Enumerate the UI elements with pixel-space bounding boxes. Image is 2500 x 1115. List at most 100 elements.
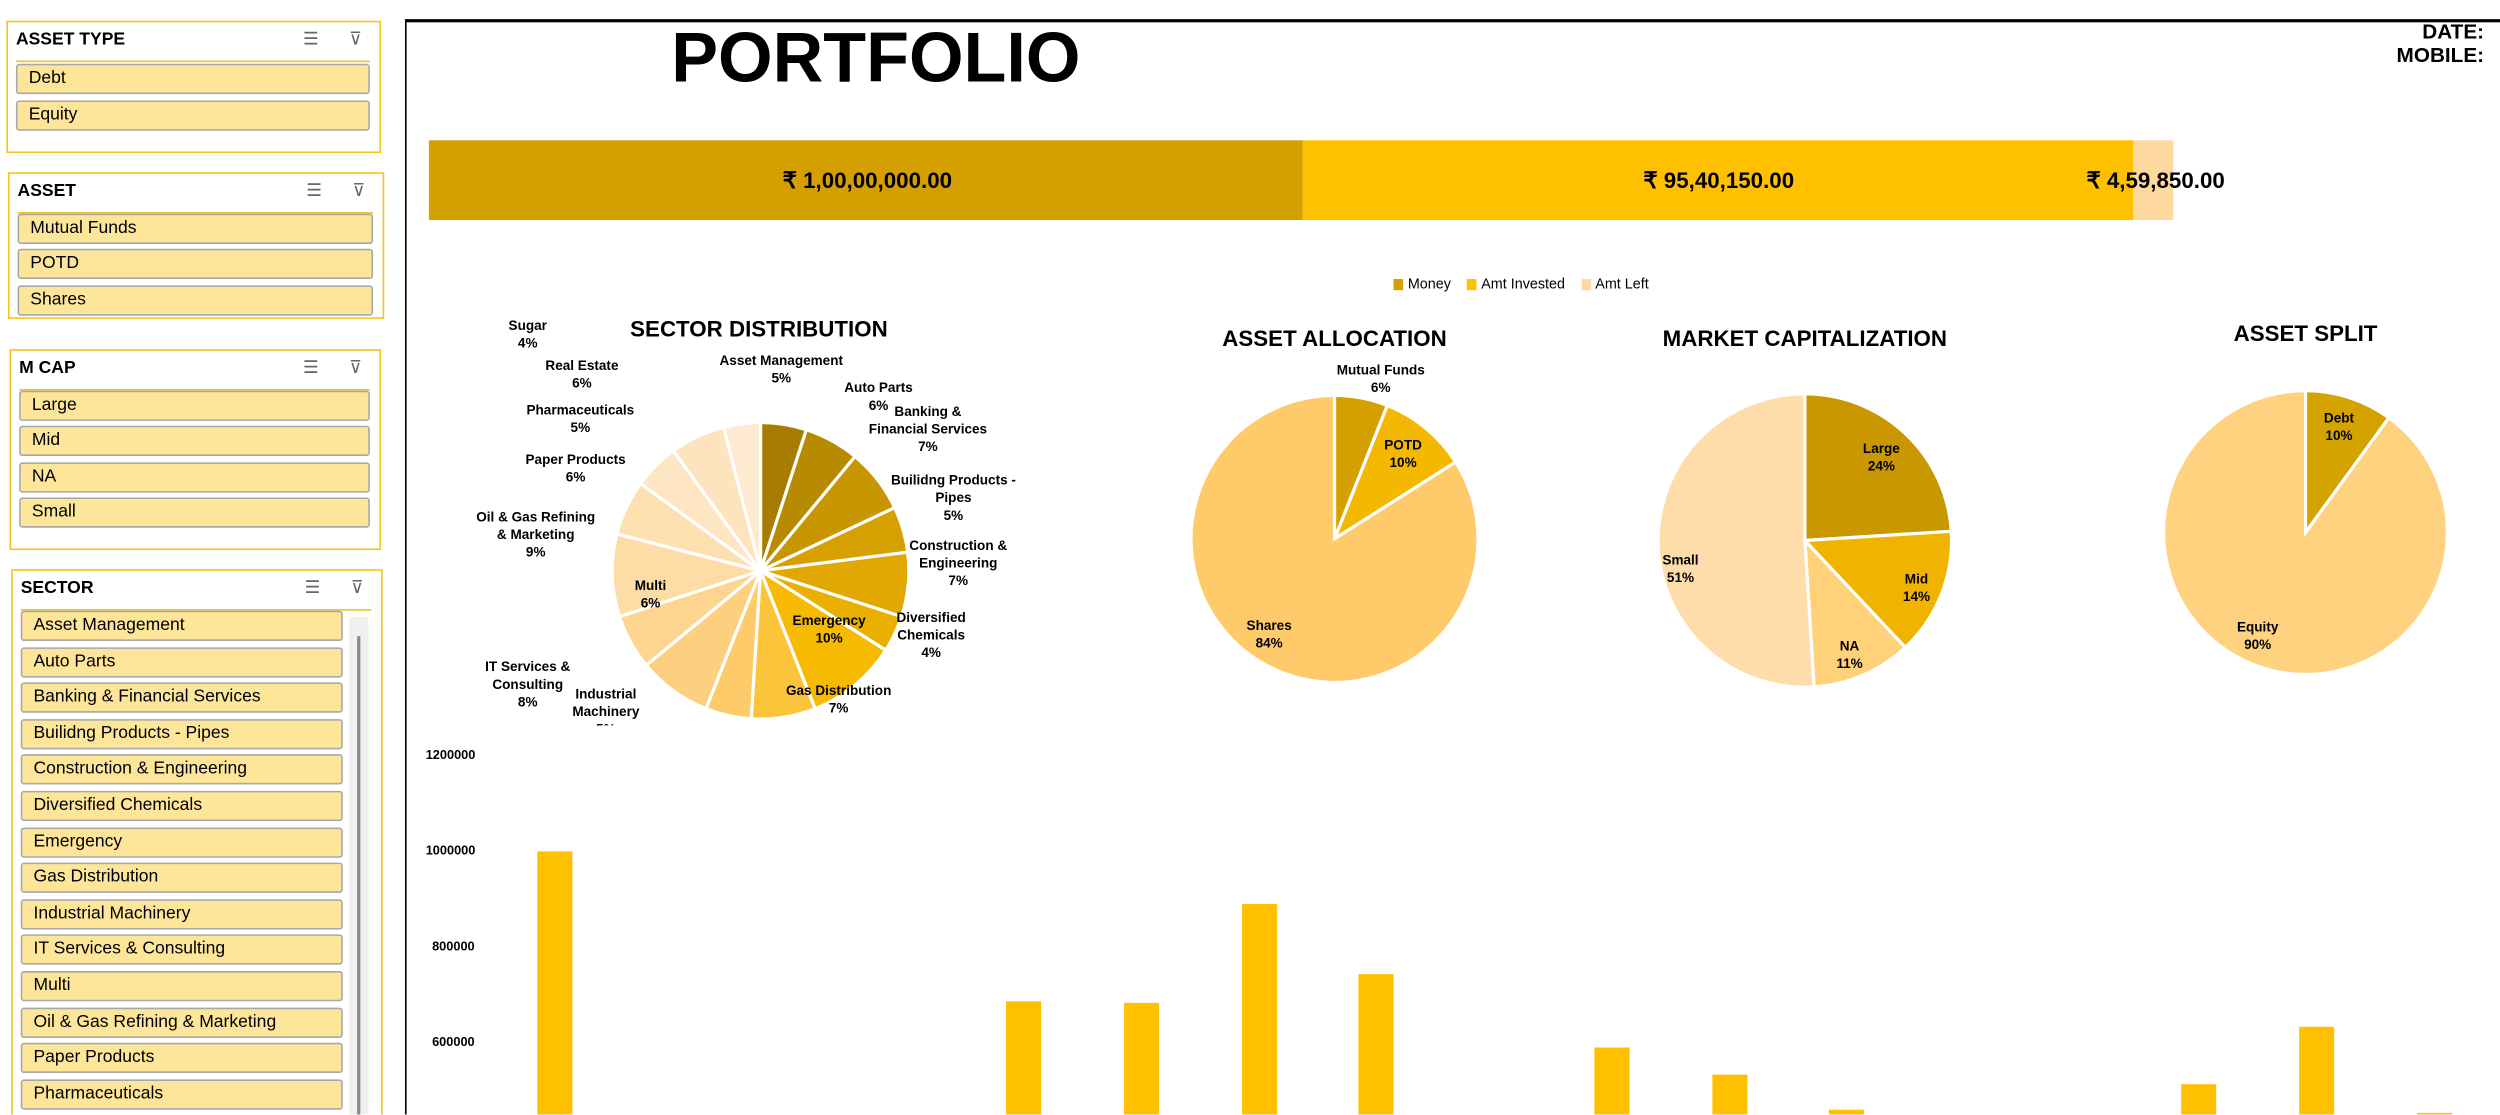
slicer-item-debt[interactable]: Debt xyxy=(15,63,370,95)
bar[interactable] xyxy=(1594,1047,1630,1115)
clear-filter-icon[interactable]: ⊽ xyxy=(349,30,362,50)
slice-percent: 10% xyxy=(1389,454,1417,471)
pie-slice-potd[interactable] xyxy=(1331,403,1458,543)
slicer-item-sector[interactable]: Emergency xyxy=(20,826,343,858)
bar[interactable] xyxy=(1359,974,1395,1115)
slicer-item-sector[interactable]: Paper Products xyxy=(20,1043,343,1074)
multi-select-icon[interactable]: ☰ xyxy=(306,181,322,201)
data-label: Diversified Chemicals 4% xyxy=(867,609,995,662)
multi-select-icon[interactable]: ☰ xyxy=(303,30,319,50)
bar[interactable] xyxy=(2416,1112,2452,1115)
amt-left-bar-segment xyxy=(2133,140,2174,221)
bar[interactable] xyxy=(1006,1001,1042,1115)
slicer-item-sector[interactable]: Banking & Financial Services xyxy=(20,682,343,713)
slicer-item-sector[interactable]: Multi xyxy=(20,970,343,1002)
slice-percent: 14% xyxy=(1902,588,1931,605)
slicer-item-sector[interactable]: Diversified Chemicals xyxy=(20,790,343,822)
scrollbar-thumb[interactable] xyxy=(357,636,361,1115)
slicer-header: ASSET ☰ ⊽ xyxy=(17,174,374,214)
slicer-asset: ASSET ☰ ⊽ Mutual Funds POTD Shares xyxy=(7,172,385,319)
data-label: Shares 84% xyxy=(1247,617,1292,652)
slicer-item-potd[interactable]: POTD xyxy=(17,248,374,280)
mobile-label: MOBILE: xyxy=(2396,43,2485,67)
bar[interactable] xyxy=(1711,1074,1747,1115)
data-label: Debt 10% xyxy=(2324,410,2354,445)
bar[interactable] xyxy=(1124,1003,1160,1115)
sector-distribution-title: SECTOR DISTRIBUTION xyxy=(630,315,888,342)
bar[interactable] xyxy=(2299,1026,2335,1115)
slicer-item-equity[interactable]: Equity xyxy=(15,100,370,131)
date-label: DATE: xyxy=(2422,19,2485,44)
slice-percent: 5% xyxy=(771,369,792,386)
slicer-item-large[interactable]: Large xyxy=(19,390,370,421)
legend-item-money: Money xyxy=(1393,276,1451,292)
slice-percent: 6% xyxy=(868,397,889,413)
bar[interactable] xyxy=(1241,903,1277,1115)
clear-filter-icon[interactable]: ⊽ xyxy=(352,181,366,201)
data-label: Mid 14% xyxy=(1903,571,1930,606)
slice-label: Mid xyxy=(1904,570,1929,587)
slice-percent: 4% xyxy=(517,334,538,351)
data-label: Gas Distribution 7% xyxy=(786,682,891,717)
slicer-item-sector[interactable]: IT Services & Consulting xyxy=(20,934,343,966)
slicer-item-sector[interactable]: Asset Management xyxy=(20,610,343,641)
slicer-item-mid[interactable]: Mid xyxy=(19,425,370,456)
slicer-title: SECTOR xyxy=(20,578,94,598)
data-label: Multi 6% xyxy=(635,577,667,612)
money-bar-segment xyxy=(428,140,1303,221)
pie-slice-equity[interactable] xyxy=(2162,389,2449,677)
slicer-title: ASSET xyxy=(17,181,77,201)
data-label: Pharmaceuticals 5% xyxy=(526,402,634,437)
slice-label: Paper Products xyxy=(525,451,626,468)
slice-label: NA xyxy=(1839,637,1860,654)
market-capitalization-title: MARKET CAPITALIZATION xyxy=(1662,325,1948,351)
slicer-item-shares[interactable]: Shares xyxy=(17,285,374,316)
data-label: IT Services & Consulting 8% xyxy=(464,658,592,711)
clear-filter-icon[interactable]: ⊽ xyxy=(350,578,364,598)
slicer-item-mutual-funds[interactable]: Mutual Funds xyxy=(17,213,374,244)
pie-slice-mid[interactable] xyxy=(1801,529,1954,650)
slice-label: Construction & Engineering xyxy=(909,537,1008,571)
slice-percent: 90% xyxy=(2244,636,2272,653)
slice-label: Equity xyxy=(2236,618,2279,635)
clear-filter-icon[interactable]: ⊽ xyxy=(349,358,362,378)
slicer-title: M CAP xyxy=(19,358,76,378)
slicer-item-sector[interactable]: Construction & Engineering xyxy=(20,754,343,786)
slicer-scrollbar[interactable] xyxy=(349,617,369,1115)
page-title: PORTFOLIO xyxy=(671,19,1081,98)
slice-percent: 11% xyxy=(1836,655,1863,672)
bar[interactable] xyxy=(1829,1109,1865,1115)
pie-slice-emergency[interactable] xyxy=(757,566,888,711)
multi-select-icon[interactable]: ☰ xyxy=(304,578,321,598)
slice-label: Debt xyxy=(2323,409,2355,426)
bar[interactable] xyxy=(2181,1084,2217,1115)
slice-label: Diversified Chemicals xyxy=(896,609,966,643)
multi-select-icon[interactable]: ☰ xyxy=(303,358,319,378)
pie-slice-debt[interactable] xyxy=(2303,389,2392,538)
bar[interactable] xyxy=(536,851,572,1115)
pie-slice-oil-gas-refining-marketing[interactable] xyxy=(610,531,767,619)
pie-slice-na[interactable] xyxy=(1802,536,1908,689)
slicer-item-sector[interactable]: Oil & Gas Refining & Marketing xyxy=(20,1007,343,1038)
pie-slice-small[interactable] xyxy=(1656,392,1816,689)
pie-slice-sugar[interactable] xyxy=(721,420,763,572)
slicer-item-small[interactable]: Small xyxy=(19,497,370,528)
slicer-item-sector[interactable]: Pharmaceuticals xyxy=(20,1079,343,1110)
slice-percent: 6% xyxy=(640,594,661,611)
slicer-item-sector[interactable]: Industrial Machinery xyxy=(20,898,343,930)
slicer-item-sector[interactable]: Gas Distribution xyxy=(20,862,343,894)
slicer-item-sector[interactable]: Auto Parts xyxy=(20,646,343,677)
slice-percent: 5% xyxy=(943,507,964,523)
slicer-sector: SECTOR ☰ ⊽ Asset Management Auto Parts Ban… xyxy=(11,569,383,1115)
legend-item-amt-invested: Amt Invested xyxy=(1466,276,1565,292)
data-label: Builidng Products - Pipes 5% xyxy=(890,472,1018,525)
pie-slice-shares[interactable] xyxy=(1189,393,1480,684)
slicer-item-na[interactable]: NA xyxy=(19,462,370,493)
slice-percent: 9% xyxy=(525,543,546,560)
slice-label: Asset Management xyxy=(719,352,844,369)
data-label: Asset Management 5% xyxy=(719,352,843,387)
slicer-item-sector[interactable]: Builidng Products - Pipes xyxy=(20,718,343,750)
pie-slice-large[interactable] xyxy=(1803,392,1953,543)
